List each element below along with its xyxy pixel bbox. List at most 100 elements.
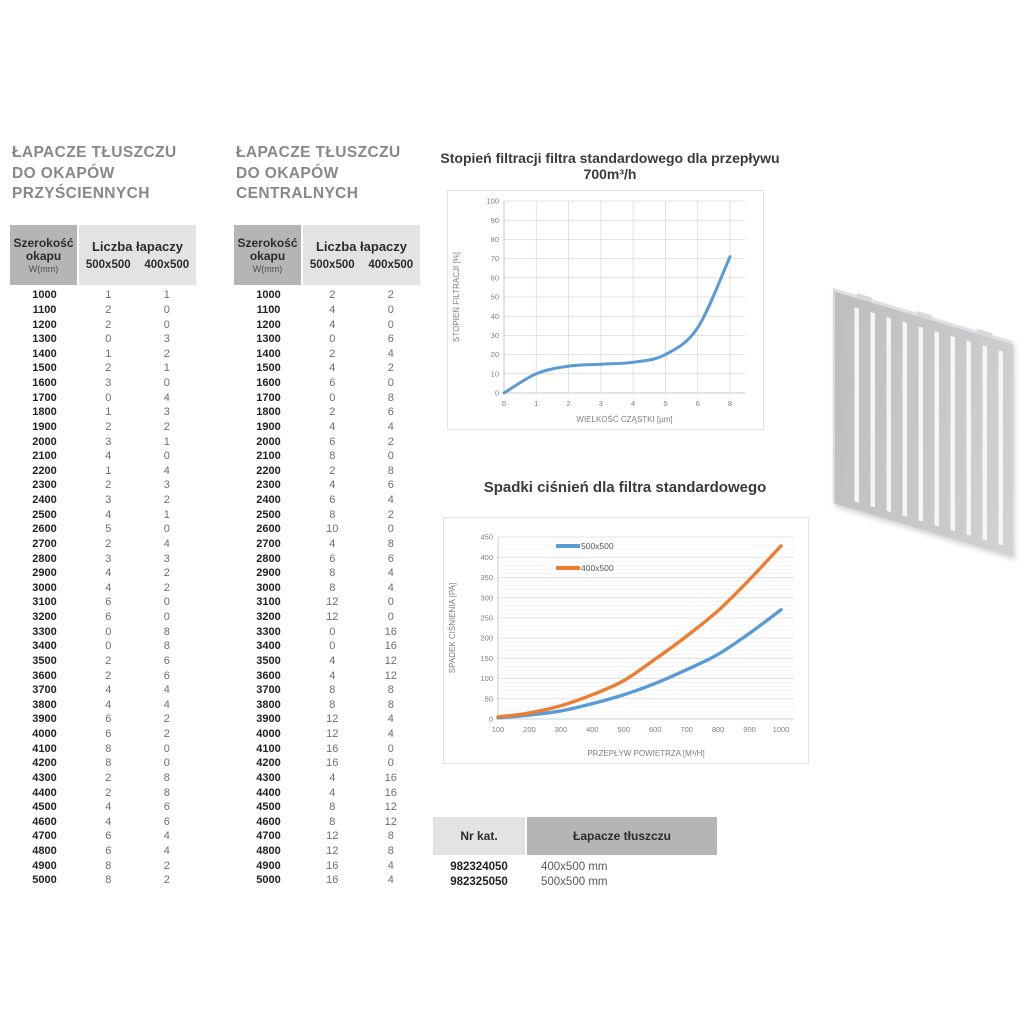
count-cell: 1: [105, 289, 112, 302]
count-cell: 4: [105, 508, 112, 521]
width-cell: 2500: [32, 508, 57, 521]
width-cell: 2200: [256, 464, 281, 477]
table-row: 3800 8 8: [234, 698, 420, 713]
width-cell: 3500: [32, 654, 57, 667]
count-cell: 4: [163, 845, 170, 858]
svg-text:100: 100: [492, 725, 505, 734]
width-cell: 1800: [32, 406, 57, 419]
count-cell: 12: [326, 611, 339, 624]
count-cell: 2: [163, 347, 170, 360]
count-cell: 16: [326, 874, 339, 887]
filter-mounting-tab: [917, 310, 932, 321]
table-row: 2900 4 2: [10, 566, 196, 581]
table-row: 4800 6 4: [10, 844, 196, 859]
width-cell: 3300: [32, 625, 57, 638]
svg-text:10: 10: [491, 369, 499, 378]
svg-text:4: 4: [631, 399, 635, 408]
table-row: 2500 4 1: [10, 507, 196, 522]
count-cell: 0: [329, 625, 336, 638]
table-row: 3600 4 12: [234, 668, 420, 683]
count-cell: 16: [384, 786, 397, 799]
table-row: 2400 6 4: [234, 493, 420, 508]
count-cell: 8: [163, 640, 170, 653]
width-cell: 1700: [256, 391, 281, 404]
count-cell: 2: [105, 669, 112, 682]
filter-mounting-tab: [857, 293, 872, 303]
svg-text:1: 1: [534, 399, 538, 408]
table-header: Szerokość okapu W(mm) Liczba łapaczy 500…: [10, 225, 196, 285]
count-cell: 2: [329, 347, 336, 360]
table-row: 1100 4 0: [234, 303, 420, 318]
svg-text:100: 100: [480, 674, 493, 683]
count-cell: 8: [387, 391, 394, 404]
count-cell: 2: [105, 771, 112, 784]
header-group-label: Liczba łapaczy: [315, 239, 408, 254]
count-cell: 1: [105, 464, 112, 477]
table-row: 4700 12 8: [234, 829, 420, 844]
count-cell: 2: [105, 362, 112, 375]
width-cell: 3800: [256, 698, 281, 711]
title-line: CENTRALNYCH: [236, 185, 359, 202]
table-row: 3400 0 16: [234, 639, 420, 654]
count-cell: 2: [163, 859, 170, 872]
count-cell: 5: [105, 523, 112, 536]
width-cell: 1600: [32, 377, 57, 390]
width-cell: 1800: [256, 406, 281, 419]
title-line: DO OKAPÓW: [236, 164, 339, 182]
catalog-header-lapacze: Łapacze tłuszczu: [527, 817, 717, 855]
count-cell: 16: [326, 742, 339, 755]
count-cell: 4: [329, 362, 336, 375]
count-cell: 0: [105, 640, 112, 653]
width-cell: 5000: [256, 874, 281, 887]
count-cell: 4: [329, 318, 336, 331]
count-cell: 3: [163, 406, 170, 419]
table-row: 4300 4 16: [234, 771, 420, 786]
count-cell: 8: [329, 815, 336, 828]
table-row: 3100 6 0: [10, 595, 196, 610]
svg-text:6: 6: [696, 399, 700, 408]
count-cell: 2: [329, 406, 336, 419]
count-cell: 0: [163, 742, 170, 755]
table-row: 2100 8 0: [234, 449, 420, 464]
count-cell: 8: [387, 845, 394, 858]
header-sub-500x500: 500x500: [309, 259, 355, 271]
count-cell: 8: [329, 684, 336, 697]
header-unit: W(mm): [28, 263, 59, 274]
chart-pressure-drop: 0 50 100 150 200 250 300 350 400 450 100 200 300 400 5…: [443, 517, 809, 764]
count-cell: 8: [329, 801, 336, 814]
count-cell: 12: [326, 845, 339, 858]
count-cell: 6: [105, 728, 112, 741]
count-cell: 8: [329, 698, 336, 711]
header-text: okapu: [249, 248, 286, 263]
table-row: 4900 8 2: [10, 858, 196, 873]
table-row: 4900 16 4: [234, 858, 420, 873]
catalog-table: Nr kat. Łapacze tłuszczu 982324050 400x50…: [433, 817, 717, 889]
table-przyscienne: Szerokość okapu W(mm) Liczba łapaczy 500…: [10, 225, 196, 888]
count-cell: 8: [329, 581, 336, 594]
width-cell: 1100: [32, 303, 57, 316]
count-cell: 4: [105, 581, 112, 594]
table-row: 4400 4 16: [234, 785, 420, 800]
count-cell: 1: [163, 362, 170, 375]
table-row: 3300 0 16: [234, 624, 420, 639]
count-cell: 0: [387, 450, 394, 463]
count-cell: 12: [384, 669, 397, 682]
table-row: 2000 6 2: [234, 434, 420, 449]
catalog-row: 982325050 500x500 mm: [433, 874, 717, 889]
width-cell: 2700: [256, 537, 281, 550]
count-cell: 2: [105, 537, 112, 550]
table-row: 1900 4 4: [234, 420, 420, 435]
count-cell: 8: [387, 684, 394, 697]
chart-filtration: 0 10 20 30 40 50 60 70 80 90 100 0 1 2 3 4 5 6 8 WIELKOŚĆ C…: [447, 190, 764, 430]
count-cell: 0: [329, 333, 336, 346]
count-cell: 4: [329, 654, 336, 667]
count-cell: 4: [329, 479, 336, 492]
width-cell: 2300: [32, 479, 57, 492]
table-row: 1800 1 3: [10, 405, 196, 420]
count-cell: 6: [163, 654, 170, 667]
width-cell: 4300: [256, 771, 281, 784]
count-cell: 4: [163, 830, 170, 843]
count-cell: 2: [163, 728, 170, 741]
count-cell: 16: [326, 859, 339, 872]
count-cell: 8: [329, 508, 336, 521]
